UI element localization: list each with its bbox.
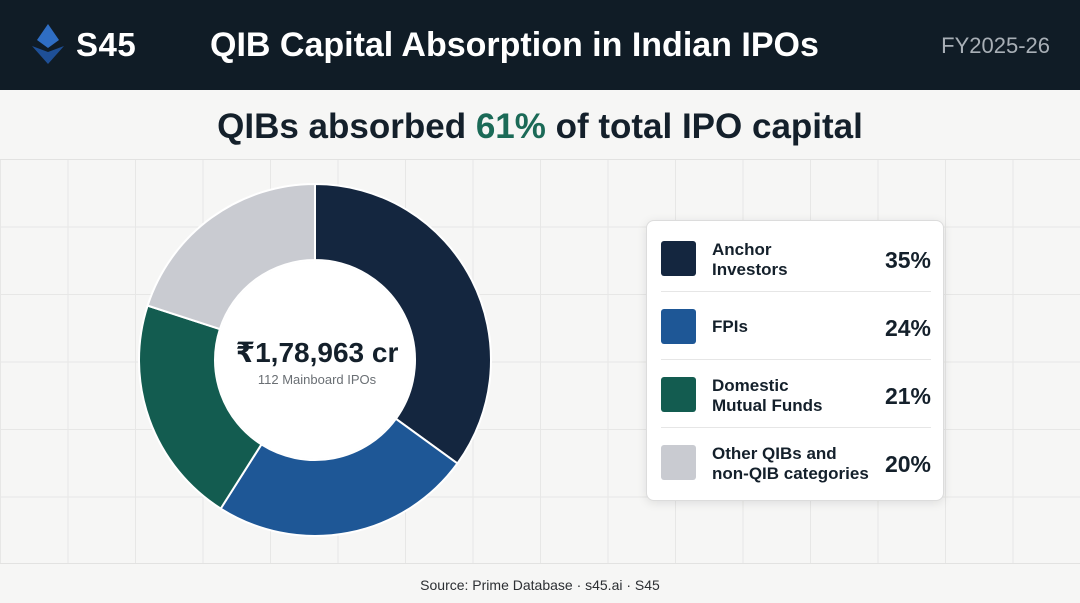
headline-highlight: 61% — [475, 107, 546, 146]
fiscal-period: FY2025-26 — [941, 33, 1050, 58]
donut-chart — [138, 182, 492, 537]
total-capital-value: ₹1,78,963 cr — [235, 337, 399, 368]
page-title: QIB Capital Absorption in Indian IPOs — [210, 26, 819, 64]
legend-label: Other QIBs and non-QIB categories — [712, 444, 869, 483]
legend-swatch — [661, 377, 696, 412]
header-bar: S45 QIB Capital Absorption in Indian IPO… — [0, 0, 1080, 90]
legend-percent: 35% — [884, 247, 931, 273]
legend-percent: 20% — [884, 451, 931, 477]
legend-swatch — [661, 445, 696, 480]
donut-slice-domestic-mutual-funds — [138, 304, 263, 510]
brand-name: S45 — [76, 26, 137, 63]
headline-prefix: QIBs absorbed — [217, 107, 476, 146]
legend-label: FPIs — [712, 317, 748, 336]
source-note: Source: Prime Database · s45.ai · S45 — [420, 577, 660, 593]
legend-swatch — [661, 309, 696, 344]
legend-item-fpis: FPIs 24% — [661, 293, 931, 360]
legend-label: Anchor Investors — [712, 240, 788, 279]
footer-bar — [0, 563, 1080, 603]
donut-slice-other-qibs-and-non-qib-categories — [146, 182, 316, 331]
legend-item-domestic-mutual-funds: Domestic Mutual Funds 21% — [661, 361, 931, 428]
headline: QIBs absorbed 61% of total IPO capital — [0, 107, 1080, 147]
headline-suffix: of total IPO capital — [545, 107, 863, 146]
legend-item-other-qibs: Other QIBs and non-QIB categories 20% — [661, 429, 931, 496]
donut-slice-fpis — [219, 417, 459, 537]
legend-percent: 24% — [884, 315, 931, 341]
donut-hole — [216, 261, 414, 459]
s45-logo-icon — [32, 24, 64, 64]
donut-slice-anchor-investors — [314, 182, 492, 465]
legend-panel: Anchor Investors 35% FPIs 24% Domestic Mut… — [646, 220, 944, 501]
ipo-count-subtitle: 112 Mainboard IPOs — [257, 372, 377, 387]
legend-item-anchor-investors: Anchor Investors 35% — [661, 225, 931, 292]
legend-swatch — [661, 241, 696, 276]
legend-label: Domestic Mutual Funds — [712, 376, 823, 415]
headline-band — [0, 90, 1080, 160]
legend-percent: 21% — [884, 383, 931, 409]
